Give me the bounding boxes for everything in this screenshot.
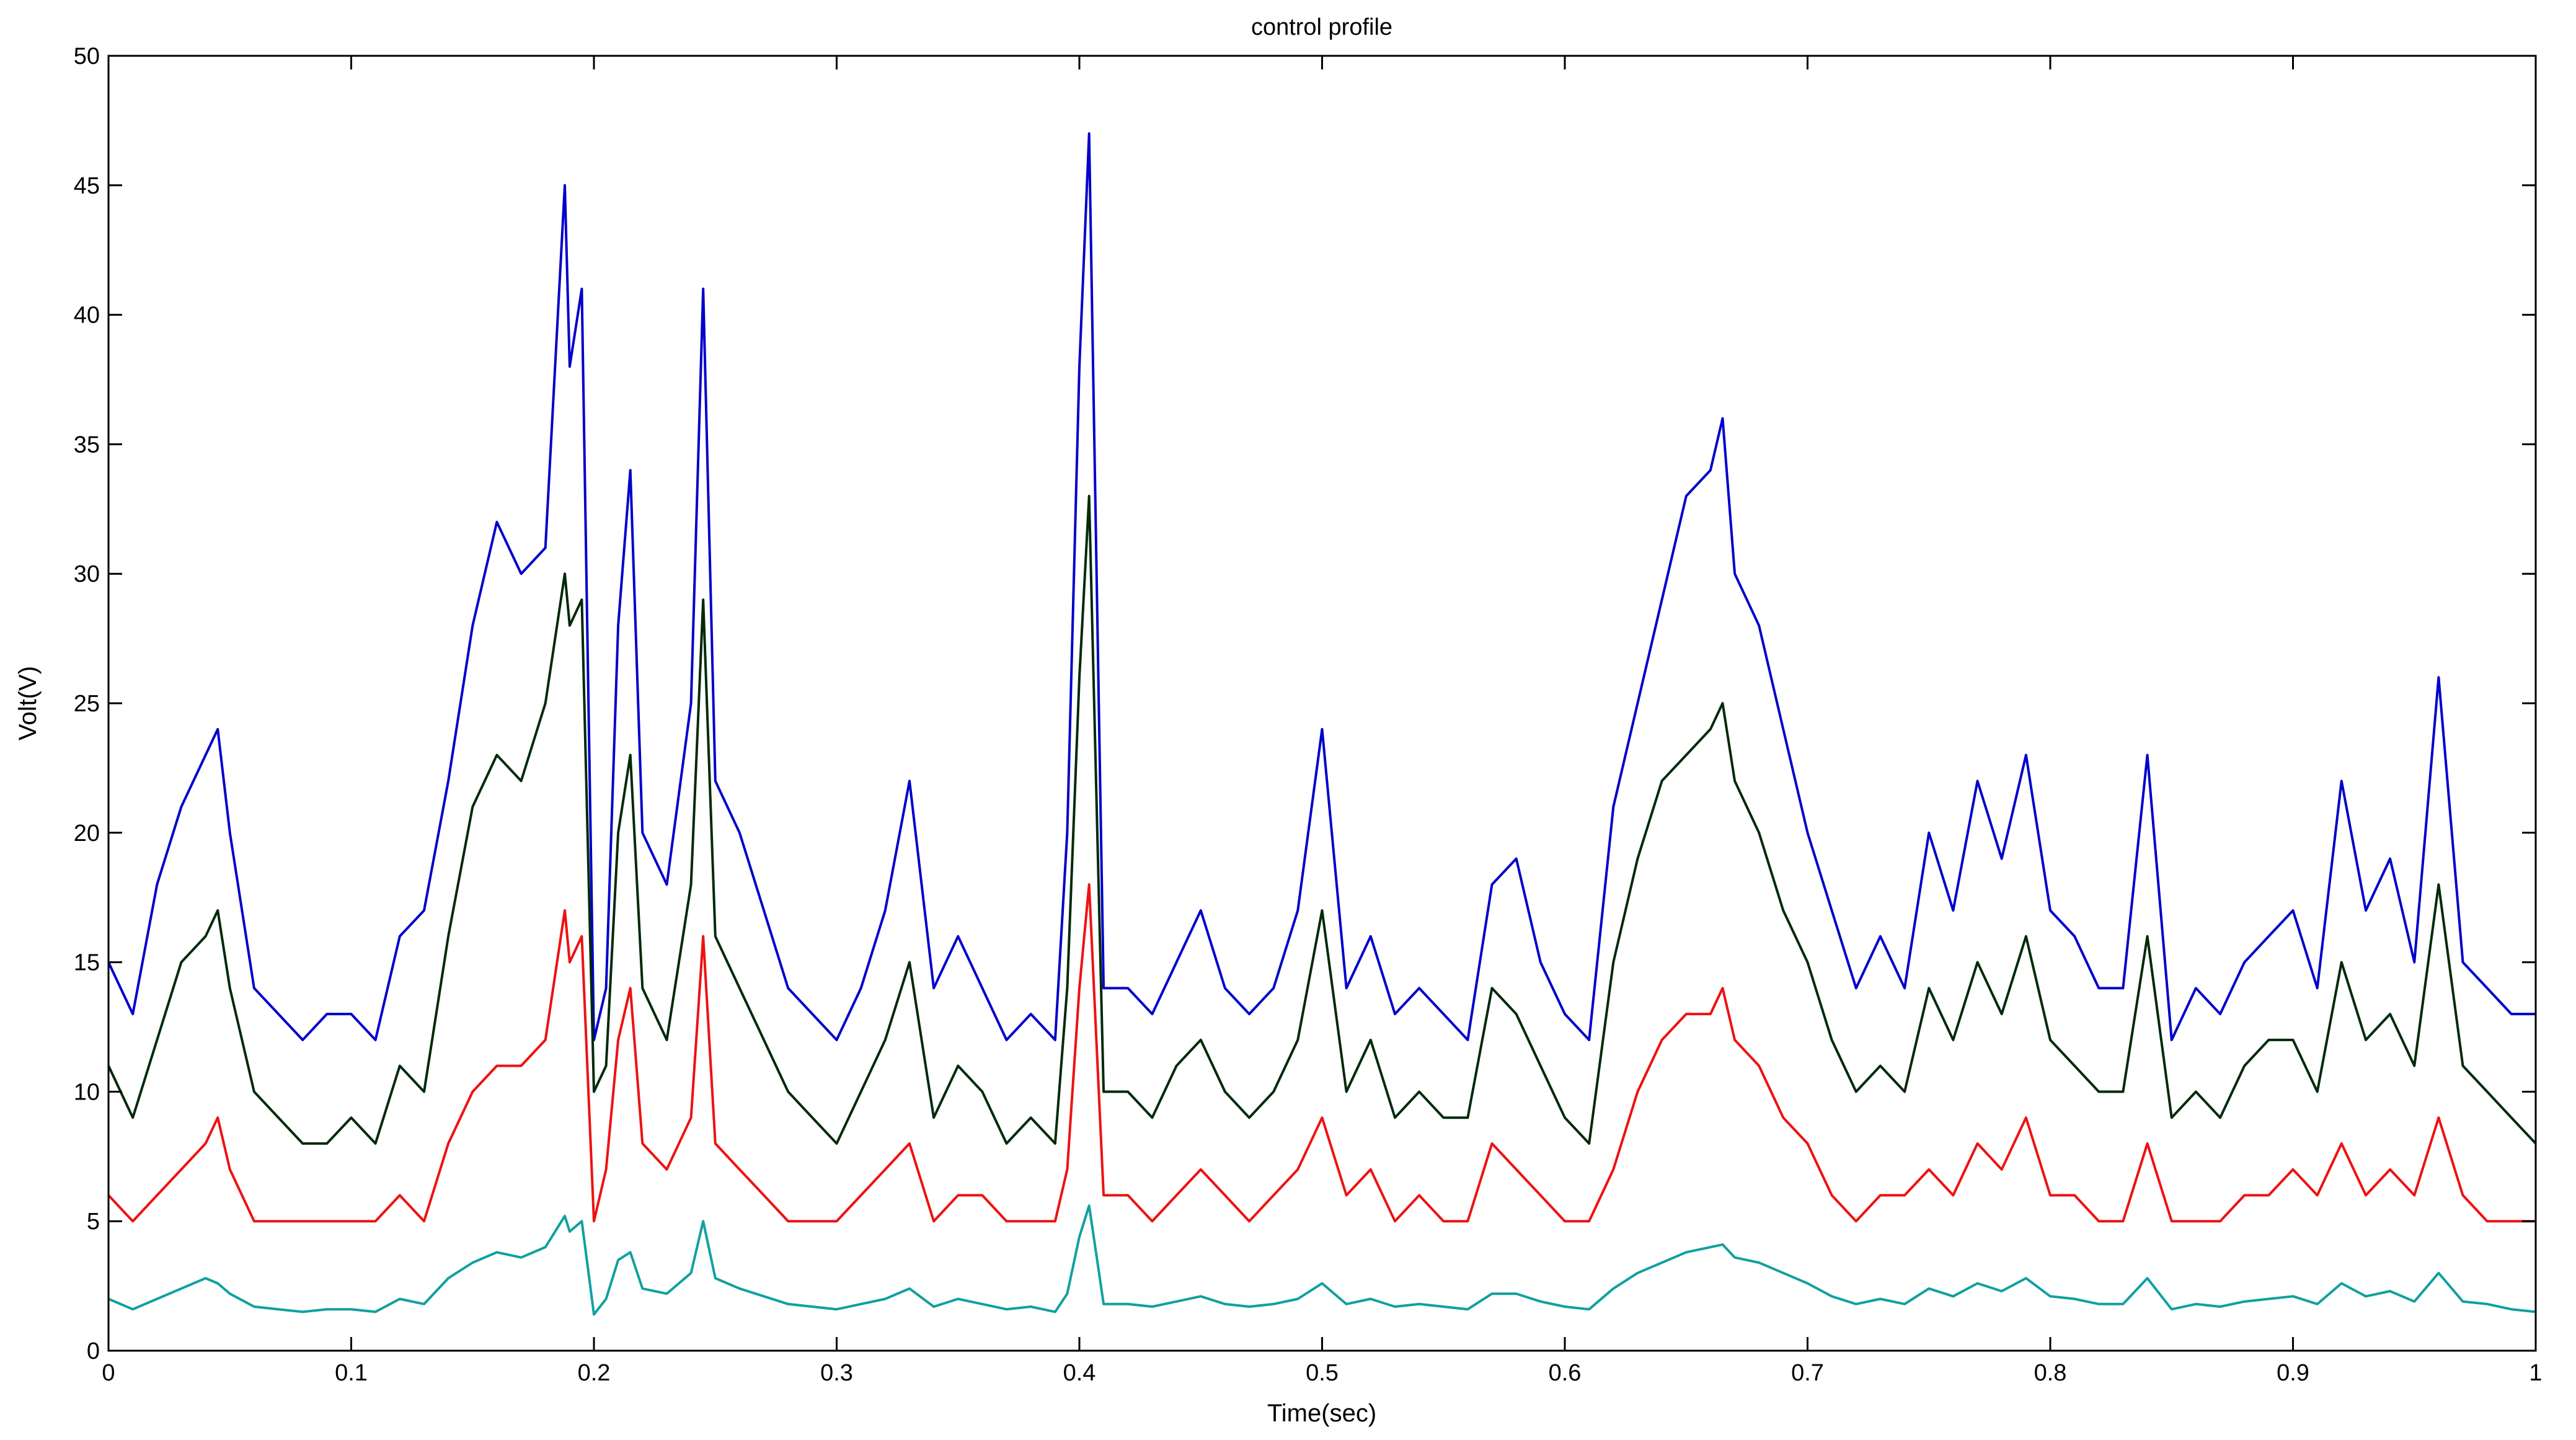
x-tick-label: 0 (102, 1360, 115, 1386)
chart-title: control profile (1251, 14, 1392, 40)
x-tick-label: 0.7 (1791, 1360, 1824, 1386)
y-tick-label: 35 (74, 432, 100, 458)
series-line-3 (107, 883, 2536, 1223)
series-line-1 (107, 132, 2536, 1041)
y-axis: 0 5 10 15 20 25 30 35 40 45 50 (74, 43, 2536, 1364)
x-tick-label: 0.3 (820, 1360, 853, 1386)
y-tick-label: 0 (87, 1338, 100, 1364)
plot-area (108, 56, 2536, 1351)
x-tick-label: 0.5 (1306, 1360, 1339, 1386)
y-tick-label: 15 (74, 950, 100, 976)
y-tick-label: 25 (74, 691, 100, 717)
y-tick-label: 45 (74, 173, 100, 199)
x-axis-title: Time(sec) (1267, 1400, 1376, 1427)
y-tick-label: 30 (74, 561, 100, 587)
x-tick-label: 0.6 (1549, 1360, 1582, 1386)
y-tick-label: 20 (74, 820, 100, 847)
y-tick-label: 40 (74, 303, 100, 329)
x-tick-label: 0.2 (578, 1360, 611, 1386)
x-tick-label: 0.9 (2277, 1360, 2309, 1386)
y-tick-label: 5 (87, 1209, 100, 1235)
x-tick-label: 1 (2529, 1360, 2542, 1386)
y-tick-label: 10 (74, 1079, 100, 1105)
series-line-4 (108, 1204, 2536, 1316)
series-line-2 (107, 494, 2537, 1145)
x-tick-label: 0.4 (1063, 1360, 1096, 1386)
x-tick-label: 0.8 (2034, 1360, 2067, 1386)
series-layer (107, 132, 2537, 1316)
x-axis: 0 0.1 0.2 0.3 0.4 0.5 0.6 0.7 0.8 0.9 1 (102, 56, 2543, 1386)
y-tick-label: 50 (74, 43, 100, 69)
x-tick-label: 0.1 (335, 1360, 368, 1386)
y-axis-title: Volt(V) (14, 666, 42, 740)
